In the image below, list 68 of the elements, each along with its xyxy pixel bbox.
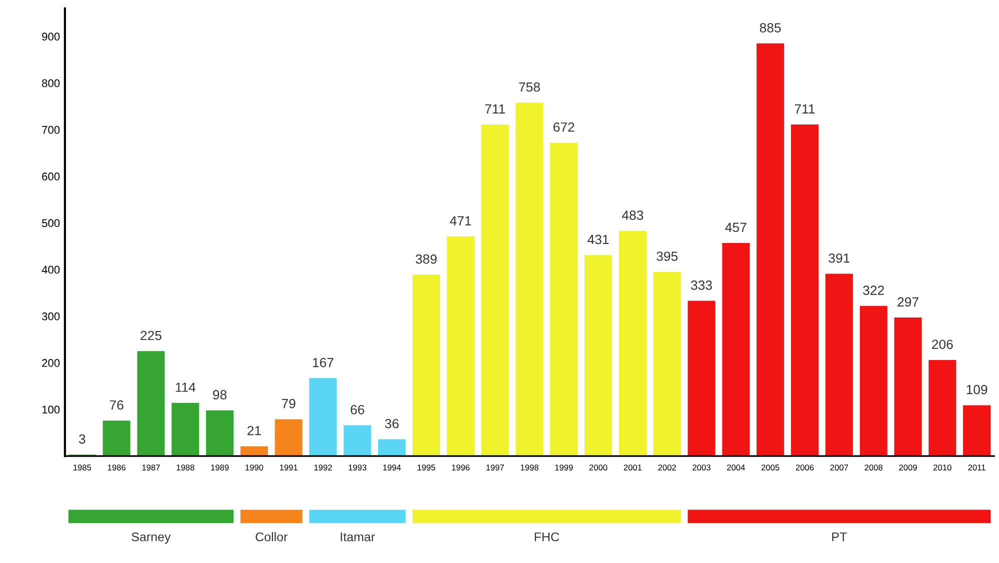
x-tick-label: 1994 [383, 464, 401, 470]
data-label: 36 [384, 418, 399, 428]
x-tick-label: 2006 [796, 464, 814, 470]
data-label: 109 [966, 384, 988, 394]
x-tick-label: 1988 [176, 464, 194, 470]
data-label: 76 [110, 400, 124, 410]
data-label: 885 [760, 23, 781, 32]
data-label: 395 [656, 252, 678, 261]
text: Itamar [340, 532, 375, 542]
data-label: 322 [863, 286, 884, 295]
x-tick-label: 1991 [280, 464, 298, 470]
x-tick-label: 2008 [864, 464, 882, 470]
y-tick-label: 600 [42, 172, 60, 180]
x-tick-label: 2004 [727, 464, 745, 470]
x-tick-label: 2000 [589, 464, 608, 470]
y-tick-label: 200 [42, 359, 60, 367]
text: FHC [534, 532, 560, 542]
y-tick-label: 300 [42, 312, 60, 320]
x-tick-label: 1999 [555, 464, 573, 470]
data-label: 21 [248, 426, 261, 436]
x-tick-label: 2007 [830, 464, 848, 470]
y-tick-label: 100 [42, 406, 60, 414]
data-label: 3 [78, 434, 86, 444]
x-tick-label: 2003 [692, 464, 710, 470]
x-tick-label: 2001 [624, 464, 642, 470]
x-tick-label: 2011 [968, 464, 986, 470]
data-label: 114 [176, 382, 196, 392]
data-label: 431 [588, 234, 609, 244]
x-tick-label: 2010 [934, 464, 952, 470]
y-tick-label: 400 [42, 266, 60, 274]
text: Sarney [132, 532, 171, 544]
y-tick-label: 500 [42, 219, 60, 228]
x-tick-label: 1992 [314, 464, 332, 470]
data-label: 79 [282, 398, 296, 408]
x-tick-label: 1990 [246, 464, 264, 470]
x-tick-label: 1989 [211, 464, 229, 470]
data-label: 66 [350, 404, 364, 414]
x-tick-label: 2005 [761, 464, 780, 470]
data-label: 391 [828, 253, 850, 263]
data-label: 471 [450, 216, 472, 226]
x-tick-label: 1995 [418, 464, 436, 470]
data-label: 225 [140, 330, 162, 340]
data-label: 758 [519, 82, 540, 92]
data-label: 457 [725, 222, 746, 232]
data-label: 333 [691, 280, 712, 290]
text: Collor [256, 532, 288, 542]
x-tick-label: 1987 [142, 464, 160, 470]
data-label: 167 [313, 358, 334, 368]
x-tick-label: 1985 [74, 464, 92, 470]
data-label: 483 [622, 210, 644, 220]
x-tick-label: 2009 [899, 464, 917, 470]
x-tick-label: 1997 [486, 464, 504, 470]
x-tick-label: 1986 [108, 464, 126, 470]
y-tick-label: 900 [42, 32, 60, 41]
x-tick-label: 1998 [520, 464, 538, 470]
x-tick-label: 1996 [452, 464, 470, 470]
x-tick-label: 1993 [348, 464, 366, 470]
x-tick-label: 2002 [658, 464, 676, 470]
data-label: 672 [554, 122, 574, 132]
data-label: 98 [213, 390, 227, 400]
data-label: 297 [898, 297, 918, 307]
data-label: 711 [485, 104, 505, 114]
y-tick-label: 700 [42, 126, 60, 134]
data-label: 389 [416, 254, 437, 264]
y-tick-label: 800 [42, 79, 60, 88]
text: PT [832, 532, 847, 542]
data-label: 711 [794, 104, 815, 114]
data-label: 206 [932, 340, 953, 350]
